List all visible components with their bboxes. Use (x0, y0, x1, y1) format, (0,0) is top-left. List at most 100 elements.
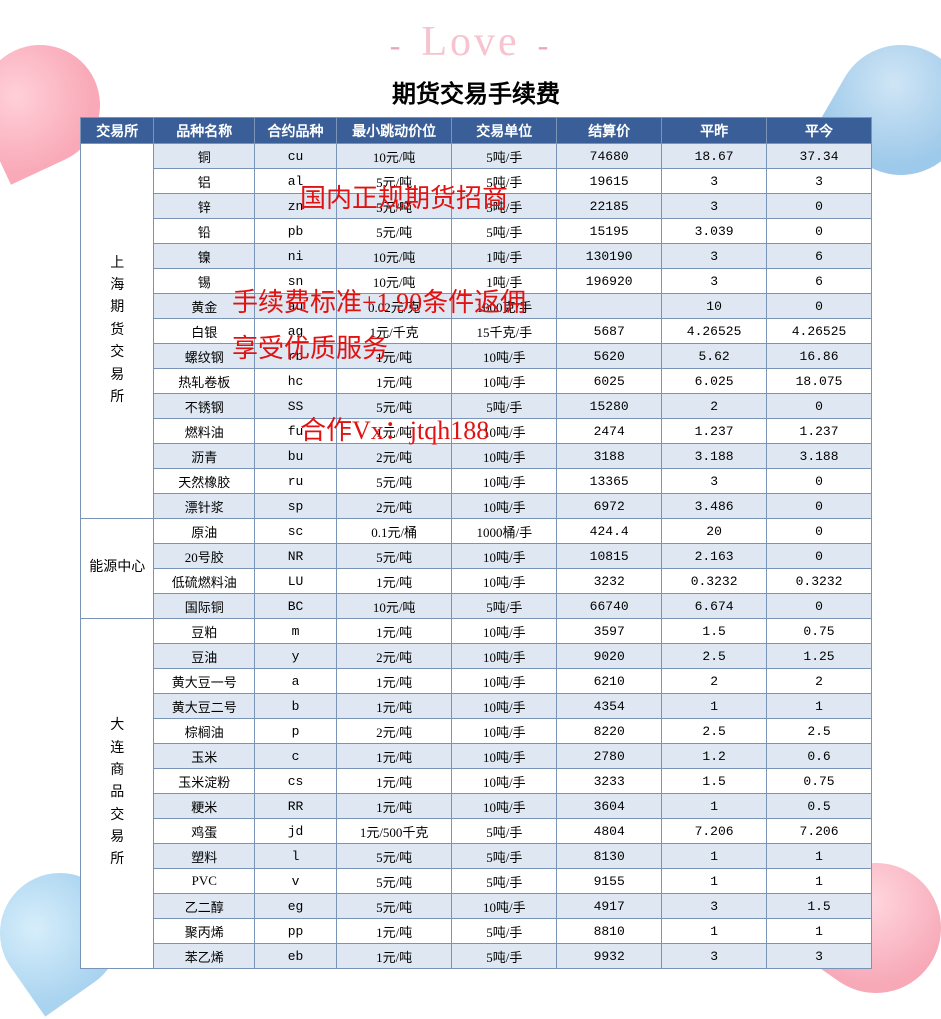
cell-settle: 9155 (557, 869, 662, 894)
table-row: 乙二醇eg5元/吨10吨/手491731.5 (81, 894, 872, 919)
cell-code: ru (255, 469, 337, 494)
cell-today: 4.26525 (767, 319, 872, 344)
cell-today: 0.5 (767, 794, 872, 819)
cell-code: eg (255, 894, 337, 919)
cell-settle: 74680 (557, 144, 662, 169)
cell-name: 豆粕 (154, 619, 255, 644)
cell-unit: 1吨/手 (452, 269, 557, 294)
cell-settle: 130190 (557, 244, 662, 269)
cell-unit: 15千克/手 (452, 319, 557, 344)
cell-prev: 3.039 (662, 219, 767, 244)
cell-code: m (255, 619, 337, 644)
cell-settle: 6210 (557, 669, 662, 694)
table-row: 天然橡胶ru5元/吨10吨/手1336530 (81, 469, 872, 494)
cell-prev: 1.2 (662, 744, 767, 769)
cell-tick: 5元/吨 (336, 219, 451, 244)
cell-tick: 1元/吨 (336, 769, 451, 794)
cell-tick: 1元/吨 (336, 919, 451, 944)
cell-code: pp (255, 919, 337, 944)
cell-settle: 3233 (557, 769, 662, 794)
page-title: 期货交易手续费 (80, 74, 872, 109)
table-row: 玉米淀粉cs1元/吨10吨/手32331.50.75 (81, 769, 872, 794)
col-header-5: 结算价 (557, 118, 662, 144)
cell-code: jd (255, 819, 337, 844)
cell-today: 1 (767, 869, 872, 894)
cell-prev: 0.3232 (662, 569, 767, 594)
cell-unit: 5吨/手 (452, 144, 557, 169)
exchange-name: 能源中心 (81, 519, 154, 619)
cell-settle: 9932 (557, 944, 662, 969)
table-row: 铅pb5元/吨5吨/手151953.0390 (81, 219, 872, 244)
cell-prev: 3.486 (662, 494, 767, 519)
cell-settle: 15280 (557, 394, 662, 419)
cell-settle: 8130 (557, 844, 662, 869)
cell-prev: 20 (662, 519, 767, 544)
cell-name: 20号胶 (154, 544, 255, 569)
cell-name: 镍 (154, 244, 255, 269)
cell-name: 铝 (154, 169, 255, 194)
cell-tick: 10元/吨 (336, 144, 451, 169)
table-row: 镍ni10元/吨1吨/手13019036 (81, 244, 872, 269)
cell-unit: 10吨/手 (452, 544, 557, 569)
cell-code: c (255, 744, 337, 769)
cell-today: 3 (767, 944, 872, 969)
table-row: 玉米c1元/吨10吨/手27801.20.6 (81, 744, 872, 769)
cell-tick: 2元/吨 (336, 644, 451, 669)
cell-name: 白银 (154, 319, 255, 344)
cell-settle: 5687 (557, 319, 662, 344)
cell-prev: 4.26525 (662, 319, 767, 344)
cell-prev: 1 (662, 919, 767, 944)
cell-settle: 6972 (557, 494, 662, 519)
cell-settle: 4804 (557, 819, 662, 844)
decor-love-banner: -Love- (0, 18, 941, 66)
table-row: 螺纹钢rb1元/吨10吨/手56205.6216.86 (81, 344, 872, 369)
cell-prev: 18.67 (662, 144, 767, 169)
cell-tick: 5元/吨 (336, 169, 451, 194)
cell-prev: 1.5 (662, 619, 767, 644)
cell-unit: 5吨/手 (452, 594, 557, 619)
sheet: 期货交易手续费 交易所品种名称合约品种最小跳动价位交易单位结算价平昨平今 上海期… (80, 70, 872, 969)
table-row: 苯乙烯eb1元/吨5吨/手993233 (81, 944, 872, 969)
cell-name: 锌 (154, 194, 255, 219)
cell-prev: 2.163 (662, 544, 767, 569)
cell-code: BC (255, 594, 337, 619)
cell-settle: 424.4 (557, 519, 662, 544)
cell-settle: 19615 (557, 169, 662, 194)
cell-prev: 7.206 (662, 819, 767, 844)
cell-name: 粳米 (154, 794, 255, 819)
cell-tick: 1元/吨 (336, 944, 451, 969)
table-row: 上海期货交易所铜cu10元/吨5吨/手7468018.6737.34 (81, 144, 872, 169)
cell-code: v (255, 869, 337, 894)
cell-unit: 10吨/手 (452, 894, 557, 919)
cell-code: eb (255, 944, 337, 969)
cell-name: 热轧卷板 (154, 369, 255, 394)
cell-name: 乙二醇 (154, 894, 255, 919)
cell-today: 18.075 (767, 369, 872, 394)
cell-unit: 1吨/手 (452, 244, 557, 269)
cell-settle: 2474 (557, 419, 662, 444)
cell-unit: 10吨/手 (452, 619, 557, 644)
cell-today: 0 (767, 544, 872, 569)
col-header-1: 品种名称 (154, 118, 255, 144)
cell-name: 铅 (154, 219, 255, 244)
cell-unit: 5吨/手 (452, 919, 557, 944)
cell-today: 3 (767, 169, 872, 194)
fees-table: 交易所品种名称合约品种最小跳动价位交易单位结算价平昨平今 上海期货交易所铜cu1… (80, 117, 872, 969)
cell-prev: 3 (662, 194, 767, 219)
cell-today: 37.34 (767, 144, 872, 169)
exchange-name: 大连商品交易所 (81, 619, 154, 969)
cell-prev: 6.674 (662, 594, 767, 619)
cell-unit: 10吨/手 (452, 719, 557, 744)
cell-code: p (255, 719, 337, 744)
cell-tick: 1元/吨 (336, 744, 451, 769)
cell-prev: 2.5 (662, 719, 767, 744)
cell-code: zn (255, 194, 337, 219)
cell-today: 1.25 (767, 644, 872, 669)
table-row: 20号胶NR5元/吨10吨/手108152.1630 (81, 544, 872, 569)
cell-unit: 5吨/手 (452, 194, 557, 219)
cell-prev: 1.5 (662, 769, 767, 794)
cell-code: l (255, 844, 337, 869)
cell-name: 螺纹钢 (154, 344, 255, 369)
cell-code: sp (255, 494, 337, 519)
cell-settle: 196920 (557, 269, 662, 294)
